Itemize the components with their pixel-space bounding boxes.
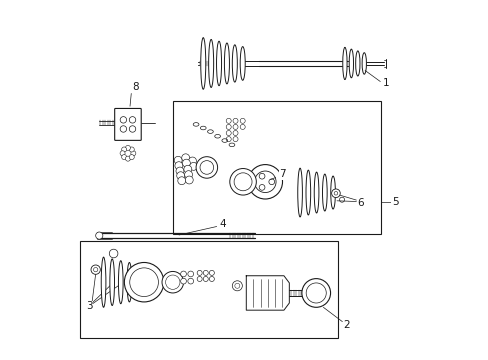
- Ellipse shape: [297, 168, 302, 217]
- Circle shape: [125, 156, 130, 161]
- Circle shape: [122, 147, 126, 152]
- Circle shape: [176, 167, 183, 175]
- Circle shape: [96, 232, 102, 239]
- Circle shape: [203, 276, 208, 282]
- Circle shape: [175, 162, 183, 170]
- Circle shape: [120, 151, 125, 156]
- Circle shape: [131, 151, 136, 156]
- Circle shape: [229, 168, 256, 195]
- Circle shape: [125, 145, 130, 150]
- Circle shape: [234, 173, 251, 191]
- Circle shape: [254, 171, 276, 193]
- Circle shape: [196, 157, 217, 178]
- Circle shape: [165, 275, 180, 289]
- Circle shape: [197, 270, 202, 275]
- Text: 3: 3: [86, 301, 93, 311]
- Ellipse shape: [200, 126, 206, 130]
- Ellipse shape: [348, 49, 353, 78]
- Text: 5: 5: [391, 197, 398, 207]
- Ellipse shape: [330, 176, 335, 209]
- Circle shape: [184, 171, 192, 179]
- Circle shape: [182, 159, 190, 167]
- Circle shape: [174, 156, 182, 164]
- Circle shape: [180, 271, 186, 277]
- Circle shape: [180, 278, 186, 284]
- Circle shape: [197, 276, 202, 282]
- Ellipse shape: [240, 46, 244, 80]
- Text: 2: 2: [343, 320, 349, 330]
- Ellipse shape: [228, 143, 234, 147]
- Circle shape: [189, 162, 197, 170]
- Circle shape: [183, 165, 191, 173]
- Ellipse shape: [314, 172, 318, 213]
- Ellipse shape: [127, 262, 131, 302]
- Ellipse shape: [224, 43, 229, 84]
- Circle shape: [182, 154, 189, 162]
- Circle shape: [305, 283, 325, 303]
- Ellipse shape: [201, 38, 205, 89]
- Ellipse shape: [216, 41, 221, 86]
- Circle shape: [122, 154, 126, 159]
- Ellipse shape: [193, 123, 199, 126]
- Circle shape: [188, 157, 196, 165]
- Ellipse shape: [232, 45, 237, 82]
- Ellipse shape: [118, 261, 123, 304]
- Text: 1: 1: [382, 78, 388, 88]
- Circle shape: [162, 271, 183, 293]
- Circle shape: [129, 268, 158, 297]
- Circle shape: [187, 278, 193, 284]
- Circle shape: [124, 262, 163, 302]
- Circle shape: [91, 265, 100, 274]
- Ellipse shape: [355, 51, 359, 76]
- Circle shape: [185, 176, 193, 184]
- Ellipse shape: [305, 170, 310, 215]
- Circle shape: [247, 165, 282, 199]
- Circle shape: [129, 126, 136, 132]
- Bar: [172, 101, 380, 234]
- Bar: [80, 241, 337, 338]
- Text: 4: 4: [219, 219, 226, 229]
- Circle shape: [120, 126, 126, 132]
- Circle shape: [120, 117, 126, 123]
- Circle shape: [259, 185, 264, 190]
- Circle shape: [129, 117, 136, 123]
- Circle shape: [209, 270, 214, 275]
- Circle shape: [331, 189, 340, 198]
- Circle shape: [129, 147, 134, 152]
- Ellipse shape: [222, 139, 227, 142]
- Ellipse shape: [110, 259, 114, 306]
- Circle shape: [209, 276, 214, 282]
- Ellipse shape: [214, 134, 220, 138]
- Circle shape: [301, 279, 330, 307]
- Text: 8: 8: [132, 82, 138, 93]
- Circle shape: [200, 161, 213, 174]
- Circle shape: [109, 249, 118, 258]
- Ellipse shape: [135, 264, 140, 300]
- Text: 7: 7: [279, 169, 285, 179]
- Ellipse shape: [207, 130, 213, 134]
- Text: 6: 6: [357, 198, 364, 208]
- Circle shape: [203, 270, 208, 275]
- Circle shape: [178, 177, 185, 185]
- Circle shape: [259, 173, 264, 179]
- Polygon shape: [246, 276, 289, 310]
- Circle shape: [232, 281, 242, 291]
- Ellipse shape: [362, 53, 366, 74]
- Circle shape: [176, 172, 184, 180]
- Ellipse shape: [342, 47, 346, 80]
- FancyBboxPatch shape: [115, 108, 141, 140]
- Ellipse shape: [322, 174, 326, 211]
- Circle shape: [129, 154, 134, 159]
- Ellipse shape: [101, 257, 106, 307]
- Circle shape: [187, 271, 193, 277]
- Ellipse shape: [208, 40, 213, 87]
- Circle shape: [268, 179, 274, 185]
